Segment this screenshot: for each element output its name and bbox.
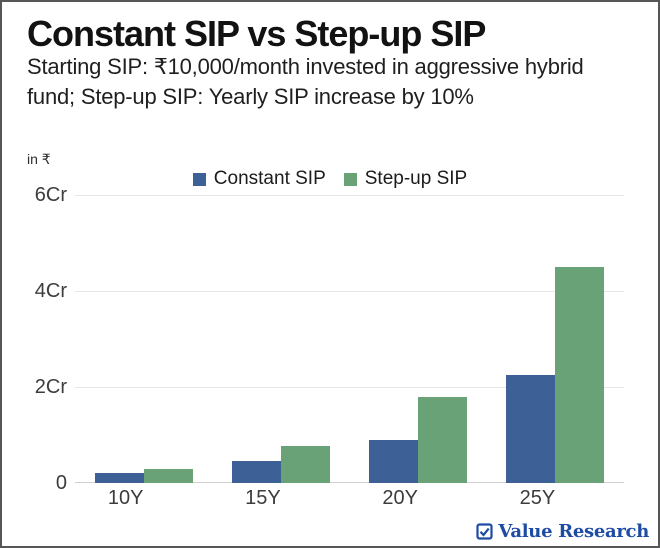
bar-20y-step-up-sip <box>418 396 468 483</box>
y-axis-unit-label: in ₹ <box>27 151 51 167</box>
x-axis-tick-15y: 15Y <box>245 487 281 509</box>
bar-15y-step-up-sip <box>280 445 330 483</box>
chart-subtitle: Starting SIP: ₹10,000/month invested in … <box>27 52 584 112</box>
chart-title: Constant SIP vs Step-up SIP <box>27 13 486 54</box>
y-axis-tick-0: 0 <box>55 472 67 494</box>
gridline-0 <box>75 482 624 483</box>
bar-10y-step-up-sip <box>143 468 193 483</box>
legend-item-constant-sip[interactable]: Constant SIP <box>192 168 326 190</box>
step-up-sip-swatch-icon <box>343 172 357 186</box>
bar-25y-constant-sip <box>506 375 556 483</box>
constant-sip-swatch-icon <box>192 172 206 186</box>
gridline-4Cr <box>75 291 624 292</box>
legend-item-step-up-sip[interactable]: Step-up SIP <box>343 168 468 190</box>
x-axis-tick-10y: 10Y <box>107 487 144 509</box>
bar-10y-constant-sip <box>94 473 144 483</box>
chart-subtitle-line1: Starting SIP: ₹10,000/month invested in … <box>27 54 584 79</box>
y-axis-tick-2Cr: 2Cr <box>34 376 67 398</box>
x-axis-tick-20y: 20Y <box>382 487 418 509</box>
value-research-logo[interactable]: Value Research <box>476 521 649 542</box>
bar-20y-constant-sip <box>369 439 419 483</box>
y-axis-tick-6Cr: 6Cr <box>34 184 67 206</box>
y-axis-tick-4Cr: 4Cr <box>34 280 67 302</box>
bar-25y-step-up-sip <box>555 267 605 483</box>
chart-subtitle-line2: fund; Step-up SIP: Yearly SIP increase b… <box>27 84 474 109</box>
gridline-2Cr <box>75 387 624 388</box>
legend-label-constant-sip: Constant SIP <box>213 168 326 189</box>
plot-area <box>75 195 624 483</box>
checked-box-icon <box>476 523 493 540</box>
logo-text: Value Research <box>498 521 649 542</box>
gridline-6Cr <box>75 195 624 196</box>
chart-legend: Constant SIP Step-up SIP <box>2 168 658 190</box>
bar-15y-constant-sip <box>231 461 281 483</box>
legend-label-step-up-sip: Step-up SIP <box>364 168 468 189</box>
x-axis-tick-25y: 25Y <box>519 487 556 509</box>
